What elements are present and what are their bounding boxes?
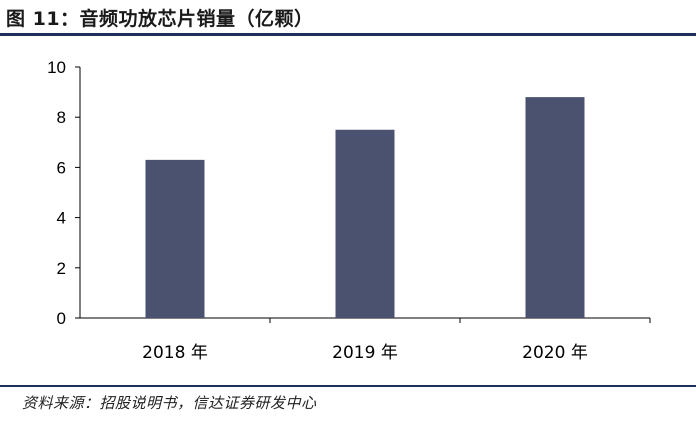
y-tick-label: 2 <box>57 259 66 278</box>
source-note: 资料来源：招股说明书，信达证券研发中心 <box>22 394 317 412</box>
x-tick-label: 2020 年 <box>522 343 588 363</box>
bar-chart: 0 2 4 6 8 10 2018 年 2019 年 2020 年 <box>47 58 651 363</box>
y-tick-label: 4 <box>57 209 66 228</box>
y-tick-label: 10 <box>47 58 66 77</box>
y-tick-label: 8 <box>57 108 66 127</box>
bar <box>335 129 395 318</box>
chart-title: 图 11：音频功放芯片销量（亿颗） <box>6 8 314 30</box>
chart-tick-labels: 0 2 4 6 8 10 2018 年 2019 年 2020 年 <box>47 58 588 363</box>
y-tick-label: 6 <box>57 158 66 177</box>
bar <box>145 159 205 318</box>
bottom-divider <box>0 385 696 387</box>
chart-bars <box>145 97 585 319</box>
x-tick-label: 2018 年 <box>142 343 208 363</box>
top-divider <box>0 33 696 36</box>
bar <box>525 97 585 319</box>
y-tick-label: 0 <box>57 309 66 328</box>
x-tick-label: 2019 年 <box>332 343 398 363</box>
